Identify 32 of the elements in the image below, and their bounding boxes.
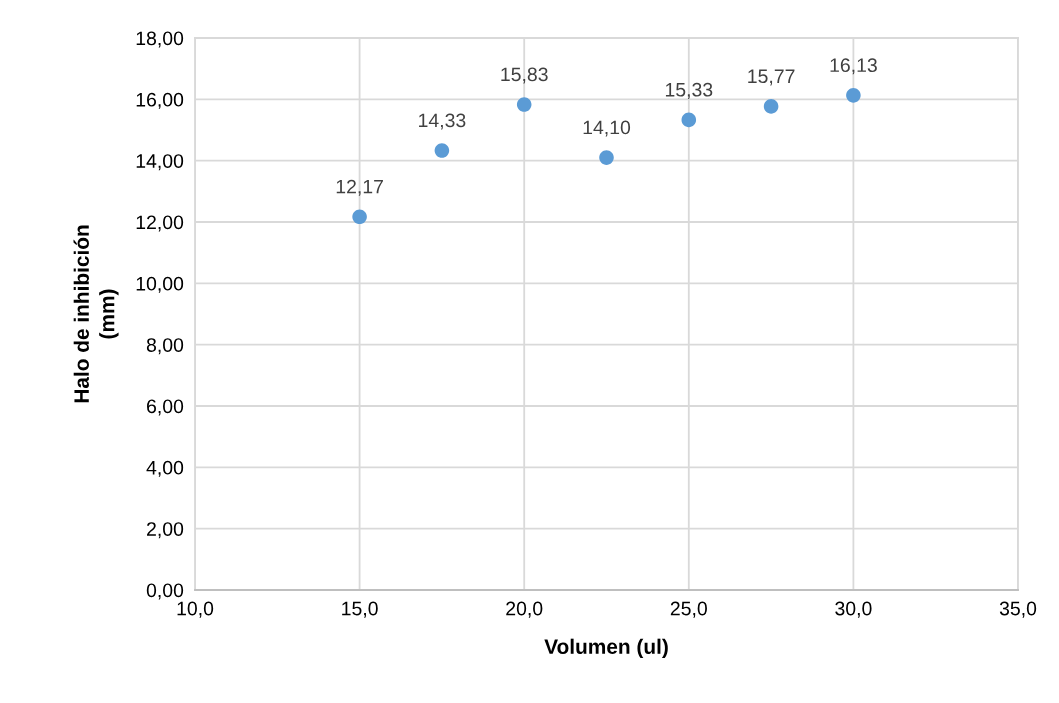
point xyxy=(599,150,614,165)
y-tick-label: 16,00 xyxy=(136,92,184,109)
data-label: 15,77 xyxy=(748,69,795,86)
point xyxy=(516,97,532,112)
point xyxy=(846,88,861,103)
data-label: 12,17 xyxy=(336,179,383,196)
data-label: 14,33 xyxy=(419,113,466,130)
y-tick-label: 10,00 xyxy=(136,276,184,293)
y-tick-label: 6,00 xyxy=(147,399,184,416)
y-tick-label: 4,00 xyxy=(146,460,184,477)
y-tick-label: 8,00 xyxy=(146,338,184,355)
x-tick-label: 20,0 xyxy=(506,601,543,618)
data-label: 15,33 xyxy=(665,82,713,99)
x-tick-label: 15,0 xyxy=(342,601,378,618)
point xyxy=(352,209,367,225)
y-axis-title: Halo de inhibición (mm) xyxy=(73,225,119,403)
point xyxy=(434,143,450,158)
y-tick-label: 12,00 xyxy=(136,215,184,232)
x-tick-label: 10,0 xyxy=(177,601,214,618)
data-label: 16,13 xyxy=(830,58,877,75)
y-tick-label: 0,00 xyxy=(146,583,184,600)
x-tick-label: 30,0 xyxy=(835,601,872,618)
y-tick-label: 2,00 xyxy=(147,522,184,539)
point xyxy=(763,99,779,114)
data-label: 15,83 xyxy=(501,67,548,84)
point xyxy=(681,112,697,128)
y-tick-label: 18,00 xyxy=(136,31,184,48)
x-tick-label: 25,0 xyxy=(670,601,707,618)
data-label: 14,10 xyxy=(583,120,631,137)
x-tick-label: 35,0 xyxy=(999,601,1037,618)
x-axis-title: Volumen (ul) xyxy=(544,638,668,659)
y-tick-label: 14,00 xyxy=(136,154,184,171)
